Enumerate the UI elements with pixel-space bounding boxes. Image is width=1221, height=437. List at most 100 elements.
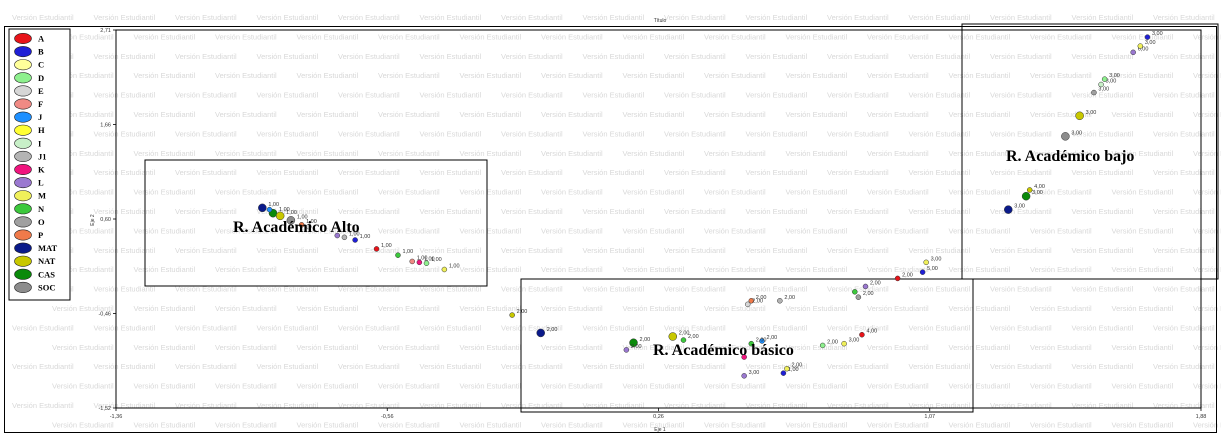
watermark-text: Versión Estudiantil	[134, 149, 196, 158]
point-label: 1,00	[279, 207, 290, 213]
watermark-text: Versión Estudiantil	[52, 149, 114, 158]
watermark-text: Versión Estudiantil	[1112, 32, 1174, 41]
point-label: 2,00	[756, 338, 767, 344]
legend-swatch	[14, 190, 32, 202]
data-point	[395, 252, 401, 258]
data-point	[1137, 43, 1144, 49]
watermark-text: Versión Estudiantil	[420, 129, 482, 138]
watermark-text: Versión Estudiantil	[990, 129, 1052, 138]
legend-swatch	[14, 164, 32, 176]
data-point	[275, 211, 285, 221]
watermark-text: Versión Estudiantil	[541, 265, 603, 274]
watermark-text: Versión Estudiantil	[460, 188, 522, 197]
watermark-text: Versión Estudiantil	[990, 362, 1052, 371]
watermark-text: Versión Estudiantil	[460, 71, 522, 80]
watermark-text: Versión Estudiantil	[541, 149, 603, 158]
watermark-text: Versión Estudiantil	[460, 265, 522, 274]
watermark-text: Versión Estudiantil	[541, 382, 603, 391]
watermark-text: Versión Estudiantil	[257, 362, 319, 371]
watermark-text: Versión Estudiantil	[704, 226, 766, 235]
point-label: 2,00	[784, 295, 795, 301]
watermark-text: Versión Estudiantil	[501, 246, 563, 255]
watermark-text: Versión Estudiantil	[827, 52, 889, 61]
data-point	[741, 373, 747, 379]
point-label: 1,00	[297, 214, 308, 220]
watermark-text: Versión Estudiantil	[949, 382, 1011, 391]
watermark-text: Versión Estudiantil	[704, 265, 766, 274]
data-point	[341, 234, 348, 241]
watermark-text: Versión Estudiantil	[297, 304, 359, 313]
watermark-text: Versión Estudiantil	[420, 13, 482, 22]
watermark-text: Versión Estudiantil	[867, 382, 929, 391]
watermark-text: Versión Estudiantil	[541, 420, 603, 429]
data-point	[416, 259, 423, 266]
watermark-text: Versión Estudiantil	[378, 226, 440, 235]
watermark-text: Versión Estudiantil	[175, 362, 237, 371]
watermark-text: Versión Estudiantil	[420, 401, 482, 410]
watermark-text: Versión Estudiantil	[1030, 188, 1092, 197]
watermark-text: Versión Estudiantil	[909, 91, 971, 100]
watermark-text: Versión Estudiantil	[583, 401, 645, 410]
x-tick-label: -0,56	[381, 414, 394, 420]
region-box-basico	[520, 278, 974, 413]
point-label: 2,00	[870, 280, 881, 286]
watermark-text: Versión Estudiantil	[1072, 91, 1134, 100]
watermark-text: Versión Estudiantil	[12, 401, 74, 410]
watermark-text: Versión Estudiantil	[420, 168, 482, 177]
data-point	[862, 283, 869, 290]
point-label: 2,00	[752, 298, 763, 304]
y-tick-label: 1,66	[100, 123, 111, 129]
watermark-text: Versión Estudiantil	[746, 129, 808, 138]
watermark-text: Versión Estudiantil	[501, 207, 563, 216]
watermark-text: Versión Estudiantil	[664, 323, 726, 332]
tick-layer: -1,36 -0,56 0,26 1,07 1,88 2,71 1,66 0,60 -0,46 -…	[98, 28, 1206, 420]
legend-swatch	[14, 150, 32, 162]
watermark-text: Versión Estudiantil	[827, 91, 889, 100]
watermark-text: Versión Estudiantil	[786, 265, 848, 274]
watermark-text: Versión Estudiantil	[1030, 382, 1092, 391]
y-axis-label: Eje 2	[90, 214, 96, 226]
data-point	[859, 331, 865, 338]
watermark-text: Versión Estudiantil	[664, 285, 726, 294]
watermark-text: Versión Estudiantil	[501, 323, 563, 332]
watermark-text: Versión Estudiantil	[909, 401, 971, 410]
watermark-text: Versión Estudiantil	[909, 168, 971, 177]
watermark-text: Versión Estudiantil	[175, 285, 237, 294]
watermark-text: Versión Estudiantil	[175, 207, 237, 216]
point-label: 2,00	[547, 327, 558, 333]
watermark-text: Versión Estudiantil	[1153, 91, 1215, 100]
legend-label: C	[38, 60, 44, 70]
watermark-text: Versión Estudiantil	[257, 285, 319, 294]
watermark-text: Versión Estudiantil	[1072, 168, 1134, 177]
watermark-text: Versión Estudiantil	[257, 207, 319, 216]
watermark-text: Versión Estudiantil	[1112, 265, 1174, 274]
watermark-text: Versión Estudiantil	[990, 323, 1052, 332]
watermark-text: Versión Estudiantil	[664, 362, 726, 371]
watermark-text: Versión Estudiantil	[420, 52, 482, 61]
watermark-text: Versión Estudiantil	[338, 323, 400, 332]
watermark-text: Versión Estudiantil	[583, 323, 645, 332]
legend-label: B	[38, 47, 44, 57]
watermark-text: Versión Estudiantil	[623, 32, 685, 41]
watermark-text: Versión Estudiantil	[215, 149, 277, 158]
point-label: 1,00	[402, 249, 413, 255]
watermark-text: Versión Estudiantil	[257, 52, 319, 61]
x-axis-label: Eje 1	[654, 427, 666, 433]
watermark-text: Versión Estudiantil	[338, 91, 400, 100]
watermark-text: Versión Estudiantil	[583, 129, 645, 138]
data-point	[1004, 205, 1013, 214]
legend-swatch	[14, 85, 32, 97]
point-label: 2,00	[688, 334, 699, 340]
watermark-text: Versión Estudiantil	[867, 343, 929, 352]
watermark-text: Versión Estudiantil	[949, 226, 1011, 235]
data-point	[352, 237, 358, 243]
watermark-text: Versión Estudiantil	[623, 265, 685, 274]
watermark-text: Versión Estudiantil	[746, 285, 808, 294]
watermark-text: Versión Estudiantil	[1153, 52, 1215, 61]
watermark-text: Versión Estudiantil	[52, 32, 114, 41]
legend-label: CAS	[38, 269, 55, 279]
watermark-text: Versión Estudiantil	[1030, 149, 1092, 158]
watermark-text: Versión Estudiantil	[134, 188, 196, 197]
watermark-text: Versión Estudiantil	[338, 52, 400, 61]
watermark-text: Versión Estudiantil	[501, 129, 563, 138]
